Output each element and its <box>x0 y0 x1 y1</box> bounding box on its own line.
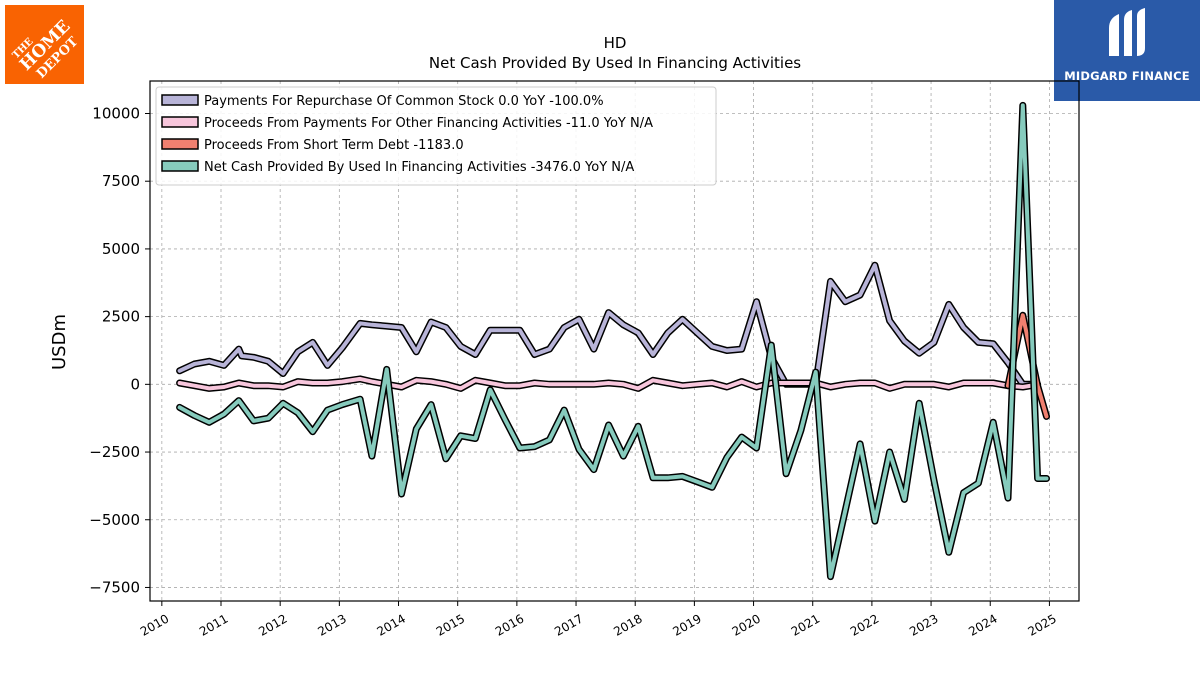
y-tick-label: 2500 <box>102 308 140 326</box>
legend-swatch <box>161 138 199 150</box>
x-tick-label: 2023 <box>907 611 940 638</box>
home-depot-logo: THE HOME DEPOT <box>5 5 84 84</box>
y-tick-label: 5000 <box>102 240 140 258</box>
x-tick-label: 2024 <box>966 611 999 638</box>
y-tick-label: −2500 <box>89 443 140 461</box>
chart-subtitle: Net Cash Provided By Used In Financing A… <box>429 54 801 72</box>
y-tick-label: 7500 <box>102 172 140 190</box>
y-tick-label: −5000 <box>89 511 140 529</box>
y-axis-ticks: −7500 −5000 −2500 0 2500 5000 7500 10000 <box>89 105 150 596</box>
x-tick-label: 2010 <box>138 611 171 638</box>
x-tick-label: 2022 <box>848 611 881 638</box>
series-outline-0 <box>176 261 1042 388</box>
legend-box <box>155 86 717 186</box>
legend-label: Net Cash Provided By Used In Financing A… <box>204 160 634 175</box>
x-tick-label: 2021 <box>789 611 822 638</box>
series-layer <box>176 101 1050 581</box>
legend-swatch <box>161 94 199 106</box>
legend: Payments For Repurchase Of Common Stock … <box>155 86 717 186</box>
x-tick-label: 2025 <box>1025 611 1058 638</box>
x-tick-label: 2015 <box>434 611 467 638</box>
x-axis-ticks: 2010 2011 2012 2013 2014 2015 2016 2017 2018 2019… <box>138 601 1059 639</box>
plot-frame <box>149 80 1080 602</box>
y-axis-label: USDm <box>49 314 70 370</box>
chart-title: HD <box>604 34 627 52</box>
x-tick-label: 2011 <box>197 611 230 638</box>
series-line-0 <box>177 263 1040 387</box>
y-tick-label: 10000 <box>92 105 140 123</box>
y-tick-label: 0 <box>130 375 140 393</box>
midgard-finance-logo: MIDGARD FINANCE <box>1054 0 1200 101</box>
x-tick-label: 2018 <box>611 611 644 638</box>
legend-swatch <box>161 160 199 172</box>
legend-label: Proceeds From Payments For Other Financi… <box>204 116 653 131</box>
x-tick-label: 2012 <box>256 611 289 638</box>
x-tick-label: 2016 <box>493 611 526 638</box>
x-tick-label: 2013 <box>315 611 348 638</box>
y-tick-label: −7500 <box>89 578 140 596</box>
x-tick-label: 2019 <box>670 611 703 638</box>
legend-label: Proceeds From Short Term Debt -1183.0 <box>204 138 464 153</box>
x-tick-label: 2020 <box>730 611 763 638</box>
x-tick-label: 2017 <box>552 611 585 638</box>
legend-label: Payments For Repurchase Of Common Stock … <box>204 94 604 109</box>
legend-swatch <box>161 116 199 128</box>
x-tick-label: 2014 <box>375 611 408 638</box>
midgard-finance-wordmark: MIDGARD FINANCE <box>1064 69 1190 83</box>
series-line-1 <box>177 376 1040 391</box>
series-line-3 <box>177 103 1049 579</box>
